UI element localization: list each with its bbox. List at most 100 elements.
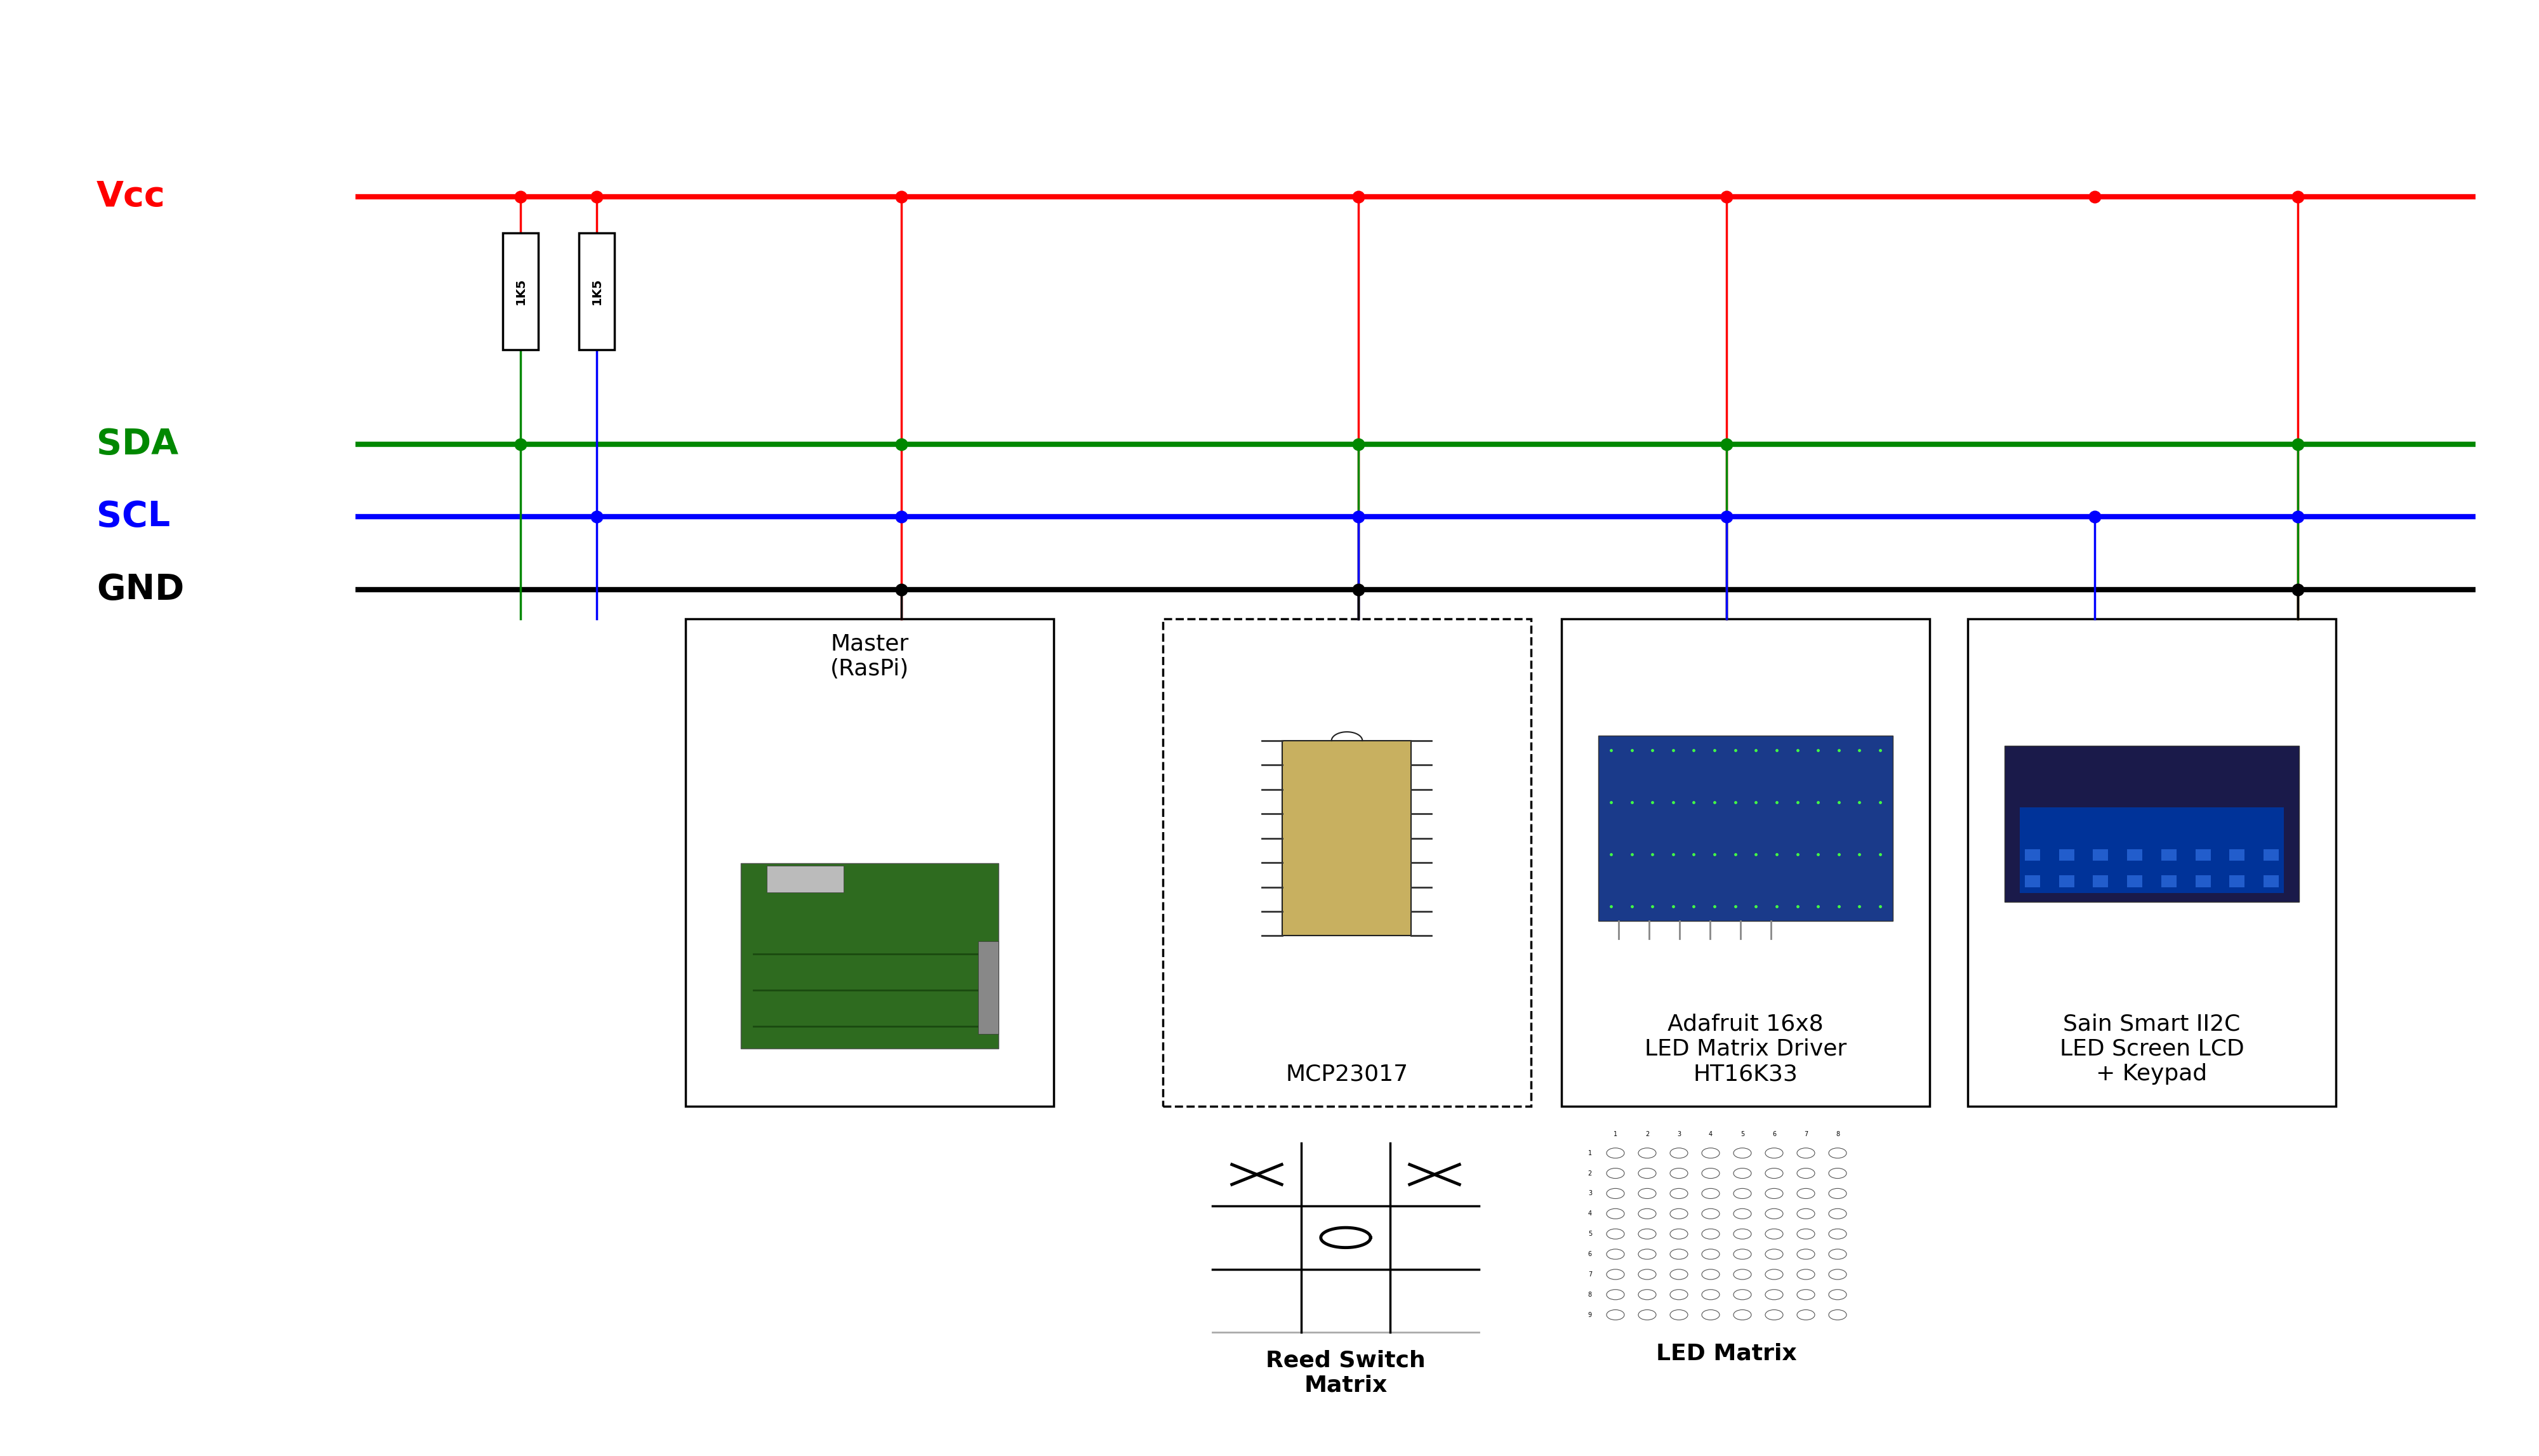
Bar: [2265, 875, 2280, 887]
Point: [1798, 738, 1838, 761]
Text: 7: 7: [1803, 1131, 1808, 1137]
Text: 3: 3: [1676, 1131, 1681, 1137]
Point: [881, 432, 922, 456]
Bar: [2092, 849, 2107, 860]
Point: [576, 185, 617, 208]
Text: 5: 5: [1739, 1131, 1744, 1137]
Bar: [2229, 875, 2244, 887]
Point: [1633, 738, 1673, 761]
Point: [1589, 738, 1633, 761]
Bar: [579, 233, 614, 349]
Point: [1706, 185, 1747, 208]
Point: [1673, 895, 1714, 919]
Point: [1777, 738, 1818, 761]
Point: [1694, 791, 1734, 814]
Point: [1859, 895, 1899, 919]
Point: [1706, 505, 1747, 529]
Bar: [686, 619, 1054, 1107]
Text: Adafruit 16x8
LED Matrix Driver
HT16K33: Adafruit 16x8 LED Matrix Driver HT16K33: [1645, 1013, 1846, 1085]
Bar: [2229, 849, 2244, 860]
Bar: [2161, 849, 2176, 860]
Bar: [767, 866, 843, 893]
Point: [2277, 505, 2318, 529]
Point: [1338, 578, 1379, 601]
Text: GND: GND: [96, 572, 185, 607]
Point: [1798, 895, 1838, 919]
Point: [1838, 843, 1879, 866]
Text: 1K5: 1K5: [592, 278, 602, 304]
Point: [1798, 843, 1838, 866]
Point: [1589, 843, 1633, 866]
Point: [1818, 738, 1859, 761]
Bar: [2196, 875, 2211, 887]
Point: [1338, 505, 1379, 529]
Bar: [2161, 875, 2176, 887]
Bar: [2092, 875, 2107, 887]
Text: 8: 8: [1587, 1291, 1592, 1297]
Point: [2277, 185, 2318, 208]
Point: [1737, 791, 1777, 814]
Bar: [2196, 849, 2211, 860]
Point: [1777, 843, 1818, 866]
Point: [1757, 791, 1798, 814]
Bar: [2006, 745, 2300, 901]
Bar: [503, 233, 538, 349]
Bar: [2059, 849, 2074, 860]
Point: [1818, 895, 1859, 919]
Point: [1338, 432, 1379, 456]
Point: [881, 185, 922, 208]
Bar: [2059, 875, 2074, 887]
Point: [1694, 738, 1734, 761]
Point: [1714, 791, 1754, 814]
Point: [1818, 791, 1859, 814]
Text: 5: 5: [1587, 1230, 1592, 1238]
Point: [1633, 895, 1673, 919]
Text: 6: 6: [1587, 1251, 1592, 1258]
Point: [1838, 738, 1879, 761]
Point: [1757, 843, 1798, 866]
Text: Sain Smart II2C
LED Screen LCD
+ Keypad: Sain Smart II2C LED Screen LCD + Keypad: [2059, 1013, 2244, 1085]
Point: [1818, 843, 1859, 866]
Point: [1612, 791, 1653, 814]
Point: [1589, 791, 1633, 814]
Bar: [1561, 619, 1930, 1107]
Text: 1: 1: [1587, 1150, 1592, 1156]
Bar: [2128, 849, 2143, 860]
Point: [2074, 505, 2115, 529]
Text: 6: 6: [1772, 1131, 1777, 1137]
Point: [576, 505, 617, 529]
Text: 4: 4: [1709, 1131, 1714, 1137]
Text: SDA: SDA: [96, 427, 178, 462]
Point: [1777, 895, 1818, 919]
Bar: [2026, 849, 2041, 860]
Text: Vcc: Vcc: [96, 179, 165, 214]
Point: [1714, 843, 1754, 866]
Bar: [2021, 807, 2285, 893]
Point: [1777, 791, 1818, 814]
Point: [1338, 185, 1379, 208]
Point: [2277, 432, 2318, 456]
Point: [1673, 843, 1714, 866]
Point: [1757, 738, 1798, 761]
Bar: [978, 941, 998, 1034]
Text: LED Matrix: LED Matrix: [1655, 1342, 1798, 1364]
Point: [1737, 895, 1777, 919]
Text: 7: 7: [1587, 1271, 1592, 1277]
Point: [2074, 185, 2115, 208]
Point: [881, 505, 922, 529]
Bar: [2265, 849, 2280, 860]
Point: [1673, 791, 1714, 814]
Point: [1706, 432, 1747, 456]
Text: SCL: SCL: [96, 499, 170, 534]
Point: [1653, 791, 1694, 814]
Point: [1838, 791, 1879, 814]
Point: [1798, 791, 1838, 814]
Point: [1859, 843, 1899, 866]
Point: [1714, 895, 1754, 919]
Point: [1653, 843, 1694, 866]
Bar: [2026, 875, 2041, 887]
Point: [1633, 791, 1673, 814]
Point: [1757, 895, 1798, 919]
Bar: [741, 863, 998, 1048]
Point: [1694, 843, 1734, 866]
